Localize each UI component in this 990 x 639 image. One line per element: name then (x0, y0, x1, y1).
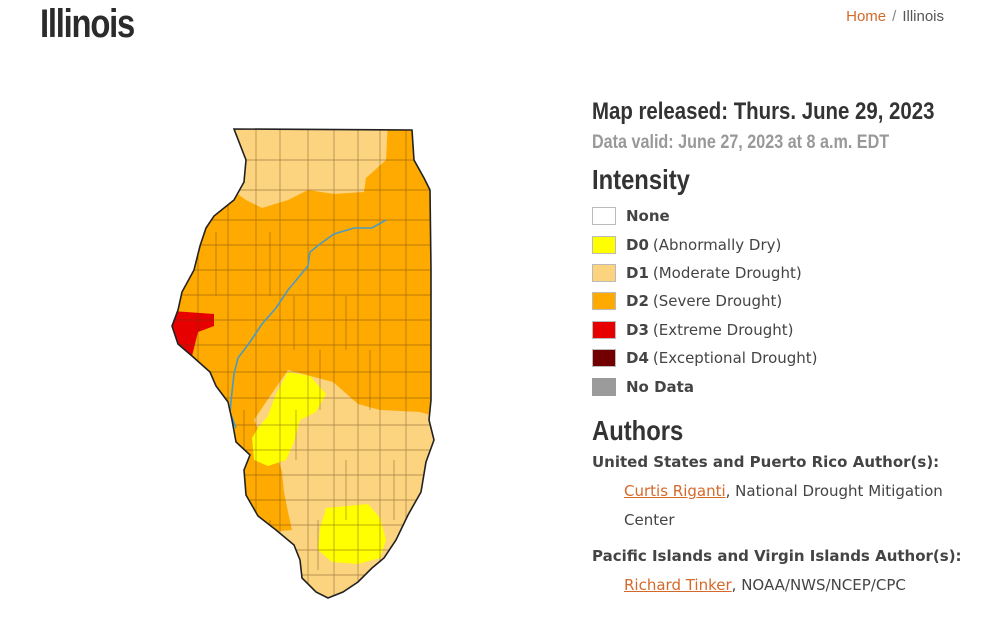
legend-item-d4: D4 (Exceptional Drought) (592, 344, 972, 372)
legend-item-d3: D3 (Extreme Drought) (592, 316, 972, 344)
legend-item-no-data: No Data (592, 372, 972, 400)
legend-code: D3 (626, 320, 649, 339)
legend-item-d1: D1 (Moderate Drought) (592, 259, 972, 287)
legend-swatch-d3 (592, 320, 616, 339)
legend-label: (Abnormally Dry) (652, 235, 782, 254)
legend-code: D4 (626, 349, 649, 368)
illinois-drought-map-svg (171, 128, 435, 599)
d1-north-region (218, 129, 388, 208)
us-authors-heading: United States and Puerto Rico Author(s): (592, 452, 940, 471)
legend-label: (Moderate Drought) (652, 263, 802, 282)
breadcrumb-separator: / (892, 8, 897, 25)
d0-south-region (318, 504, 386, 564)
legend-swatch-d2 (592, 292, 616, 311)
map-released-date: Map released: Thurs. June 29, 2023 (592, 98, 935, 125)
data-valid-date: Data valid: June 27, 2023 at 8 a.m. EDT (592, 132, 890, 153)
illinois-river (229, 219, 387, 429)
legend-item-d2: D2 (Severe Drought) (592, 287, 972, 315)
info-panel: Map released: Thurs. June 29, 2023 Data … (592, 98, 972, 600)
us-author-entry: Curtis Riganti, National Drought Mitigat… (624, 477, 972, 535)
breadcrumb-current: Illinois (902, 8, 944, 25)
legend-item-d0: D0 (Abnormally Dry) (592, 230, 972, 258)
legend-label: (Extreme Drought) (652, 320, 794, 339)
legend-label: None (626, 207, 670, 226)
legend-swatch-none (592, 207, 616, 226)
legend-swatch-d4 (592, 349, 616, 368)
legend-code: D1 (626, 263, 649, 282)
legend-swatch-d1 (592, 263, 616, 282)
legend-item-none: None (592, 202, 972, 230)
drought-map (158, 120, 448, 610)
pacific-author-entry: Richard Tinker, NOAA/NWS/NCEP/CPC (624, 571, 972, 600)
legend-swatch-d0 (592, 235, 616, 254)
author-link-curtis-riganti[interactable]: Curtis Riganti (624, 481, 726, 500)
legend-label: No Data (626, 377, 694, 396)
authors-heading: Authors (592, 414, 684, 446)
author-affiliation: , National Drought Mitigation Center (624, 481, 943, 529)
legend-code: D0 (626, 235, 649, 254)
breadcrumb: Home / Illinois (846, 8, 944, 25)
author-affiliation: , NOAA/NWS/NCEP/CPC (731, 575, 906, 594)
legend-label: (Exceptional Drought) (652, 349, 818, 368)
d0-central-region (252, 372, 326, 466)
legend-code: D2 (626, 292, 649, 311)
legend-swatch-no-data (592, 377, 616, 396)
page-title: Illinois (40, 2, 135, 46)
d3-extreme-region (172, 310, 214, 356)
author-link-richard-tinker[interactable]: Richard Tinker (624, 575, 732, 594)
legend-label: (Severe Drought) (652, 292, 783, 311)
pacific-authors-heading: Pacific Islands and Virgin Islands Autho… (592, 546, 962, 565)
breadcrumb-home-link[interactable]: Home (846, 8, 887, 25)
intensity-legend: None D0 (Abnormally Dry) D1 (Moderate Dr… (592, 202, 972, 401)
authors-list: United States and Puerto Rico Author(s):… (592, 453, 972, 600)
intensity-heading: Intensity (592, 164, 690, 195)
